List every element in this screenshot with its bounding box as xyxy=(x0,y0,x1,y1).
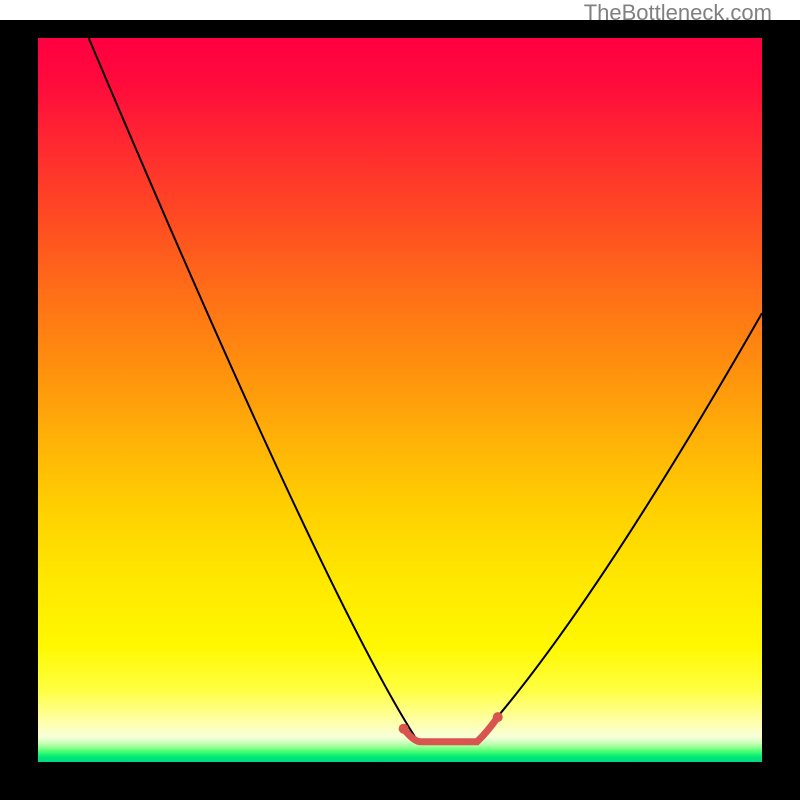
curves-svg xyxy=(38,38,762,762)
optimal-range-segment xyxy=(404,717,498,742)
bottleneck-curve xyxy=(89,38,762,742)
optimal-range-start-dot xyxy=(399,724,409,734)
chart-container: TheBottleneck.com xyxy=(0,0,800,800)
watermark-text: TheBottleneck.com xyxy=(584,0,772,26)
optimal-range-end-dot xyxy=(493,712,503,722)
plot-area xyxy=(38,38,762,762)
